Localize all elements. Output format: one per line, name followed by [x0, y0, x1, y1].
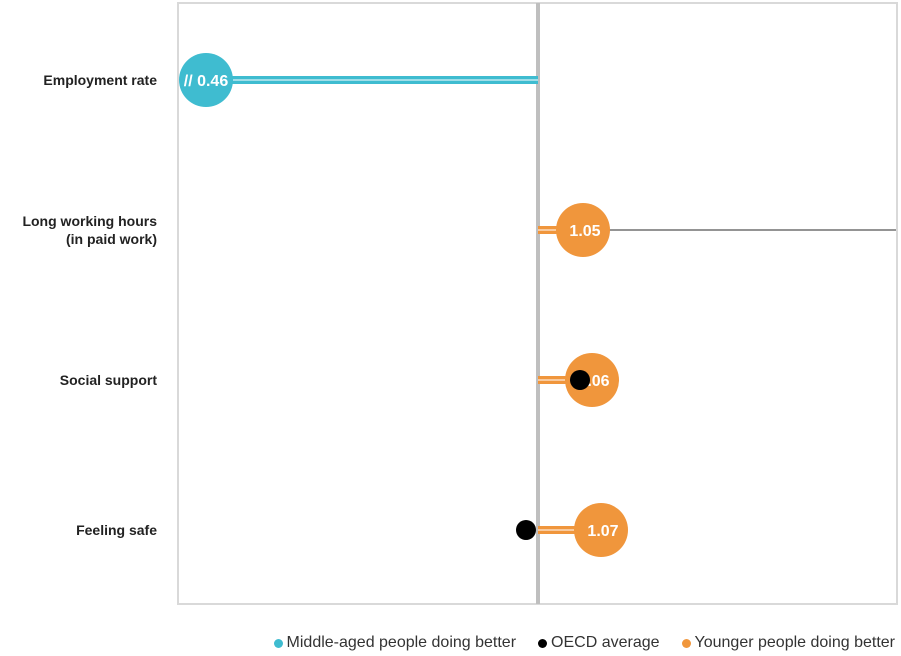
category-label-social-support: Social support [60, 372, 158, 388]
legend-dot-younger [681, 638, 691, 648]
chart-svg: Employment rate Long working hours (in pai… [22, 2, 898, 605]
legend-label-middle-aged: Middle-aged people doing better [286, 634, 517, 651]
legend-dot-middle-aged [273, 638, 283, 648]
data-point-social-support [565, 353, 619, 407]
category-labels: Employment rate Long working hours (in pai… [22, 72, 157, 538]
legend: Middle-aged people doing better OECD ave… [0, 632, 901, 654]
legend-dot-oecd-average [538, 638, 548, 648]
legend-label-oecd-average: OECD average [551, 634, 660, 651]
legend-item-middle-aged: Middle-aged people doing better [273, 634, 517, 652]
legend-item-oecd-average: OECD average [538, 634, 660, 652]
category-label-employment-rate: Employment rate [43, 72, 157, 88]
data-point-feeling-safe [574, 503, 628, 557]
oecd-average-marker-social-support [570, 370, 590, 390]
value-label-employment-rate: // 0.46 [184, 73, 229, 90]
category-label-feeling-safe: Feeling safe [76, 522, 157, 538]
value-label-long-working-hours-in-paid-work: 1.05 [569, 223, 600, 240]
value-label-feeling-safe: 1.07 [587, 523, 618, 540]
oecd-average-markers [516, 370, 590, 540]
category-label-long-working-hours-in-paid-work: Long working hours (in paid work) [22, 213, 157, 247]
data-point-employment-rate [179, 53, 233, 107]
oecd-average-marker-feeling-safe [516, 520, 536, 540]
legend-item-younger: Younger people doing better [681, 634, 895, 652]
legend-label-younger: Younger people doing better [694, 634, 895, 651]
data-points: // 0.461.051.061.07 [179, 53, 628, 557]
data-point-long-working-hours-in-paid-work [556, 203, 610, 257]
connector-lines [206, 76, 601, 534]
